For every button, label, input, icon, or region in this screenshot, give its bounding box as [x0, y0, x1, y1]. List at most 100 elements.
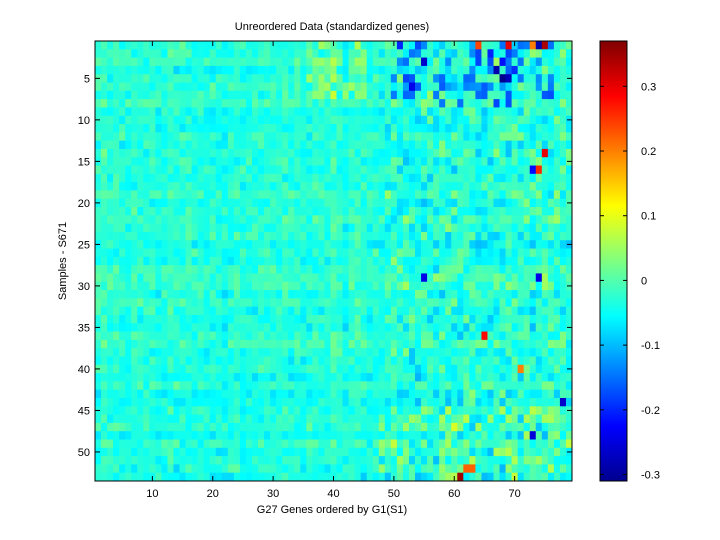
heatmap-cell	[264, 472, 271, 482]
heatmap-cell	[161, 298, 168, 308]
heatmap-cell	[143, 281, 150, 291]
heatmap-cell	[324, 290, 331, 299]
heatmap-cell	[469, 49, 476, 58]
heatmap-cell	[559, 165, 567, 175]
heatmap-cell	[535, 431, 543, 440]
heatmap-cell	[529, 339, 537, 349]
heatmap-cell	[457, 107, 464, 117]
heatmap-cell	[251, 190, 259, 200]
heatmap-cell	[107, 124, 114, 133]
heatmap-cell	[270, 240, 277, 249]
heatmap-cell	[215, 314, 223, 324]
heatmap-cell	[523, 298, 531, 308]
heatmap-cell	[167, 65, 174, 75]
heatmap-cell	[227, 107, 235, 117]
heatmap-cell	[306, 406, 313, 415]
heatmap-cell	[354, 373, 362, 382]
heatmap-cell	[475, 431, 482, 440]
heatmap-cell	[221, 456, 229, 465]
heatmap-cell	[415, 431, 422, 440]
heatmap-cell	[149, 339, 156, 349]
heatmap-cell	[499, 132, 506, 142]
heatmap-cell	[511, 173, 519, 183]
heatmap-cell	[330, 364, 337, 374]
heatmap-cell	[191, 240, 199, 249]
heatmap-cell	[445, 107, 452, 117]
heatmap-cell	[421, 207, 428, 216]
heatmap-cell	[143, 148, 150, 158]
heatmap-cell	[264, 190, 271, 200]
heatmap-cell	[517, 157, 525, 166]
heatmap-cell	[101, 323, 108, 332]
heatmap-cell	[505, 132, 513, 142]
heatmap-cell	[475, 281, 482, 291]
heatmap-cell	[215, 472, 223, 482]
heatmap-cell	[535, 364, 543, 374]
heatmap-cell	[119, 439, 126, 449]
heatmap-cell	[318, 389, 325, 399]
heatmap-cell	[288, 115, 295, 125]
heatmap-cell	[119, 348, 126, 357]
heatmap-cell	[227, 57, 235, 67]
heatmap-cell	[239, 439, 247, 449]
heatmap-cell	[137, 223, 144, 233]
heatmap-cell	[348, 148, 356, 158]
heatmap-cell	[336, 248, 343, 258]
heatmap-cell	[396, 223, 404, 233]
heatmap-cell	[330, 464, 337, 474]
heatmap-cell	[378, 273, 386, 283]
heatmap-cell	[179, 397, 186, 407]
heatmap-cell	[167, 290, 174, 299]
heatmap-cell	[553, 472, 561, 482]
heatmap-cell	[463, 397, 470, 407]
heatmap-cell	[529, 331, 537, 341]
heatmap-cell	[233, 472, 241, 482]
heatmap-cell	[529, 74, 537, 83]
heatmap-cell	[288, 256, 295, 266]
heatmap-cell	[312, 132, 319, 142]
heatmap-cell	[306, 306, 313, 316]
heatmap-cell	[167, 348, 174, 357]
heatmap-cell	[101, 74, 108, 83]
heatmap-cell	[505, 389, 513, 399]
heatmap-cell	[523, 248, 531, 258]
heatmap-cell	[137, 41, 144, 50]
heatmap-cell	[487, 314, 494, 324]
heatmap-cell	[445, 456, 452, 465]
heatmap-cell	[113, 248, 120, 258]
heatmap-cell	[439, 464, 446, 474]
heatmap-cell	[324, 190, 331, 200]
heatmap-cell	[167, 41, 174, 50]
heatmap-cell	[433, 190, 440, 200]
heatmap-cell	[137, 215, 144, 225]
heatmap-cell	[523, 140, 531, 150]
heatmap-cell	[203, 115, 211, 125]
heatmap-cell	[360, 90, 368, 100]
heatmap-cell	[396, 273, 404, 283]
heatmap-cell	[559, 182, 567, 191]
heatmap-cell	[366, 431, 374, 440]
heatmap-cell	[565, 348, 573, 357]
heatmap-cell	[445, 99, 452, 108]
heatmap-cell	[300, 256, 307, 266]
heatmap-cell	[113, 356, 120, 366]
heatmap-cell	[107, 231, 114, 241]
heatmap-cell	[270, 406, 277, 415]
heatmap-cell	[119, 90, 126, 100]
heatmap-cell	[493, 74, 500, 83]
heatmap-cell	[137, 256, 144, 266]
heatmap-cell	[101, 190, 108, 200]
heatmap-cell	[565, 306, 573, 316]
heatmap-cell	[390, 314, 398, 324]
heatmap-cell	[415, 65, 422, 75]
heatmap-cell	[264, 281, 271, 291]
heatmap-cell	[179, 373, 186, 382]
heatmap-cell	[469, 323, 476, 332]
heatmap-cell	[396, 157, 404, 166]
heatmap-cell	[529, 173, 537, 183]
heatmap-cell	[167, 99, 174, 108]
heatmap-cell	[384, 124, 392, 133]
heatmap-cell	[167, 464, 174, 474]
heatmap-cell	[336, 373, 343, 382]
heatmap-cell	[493, 447, 500, 457]
